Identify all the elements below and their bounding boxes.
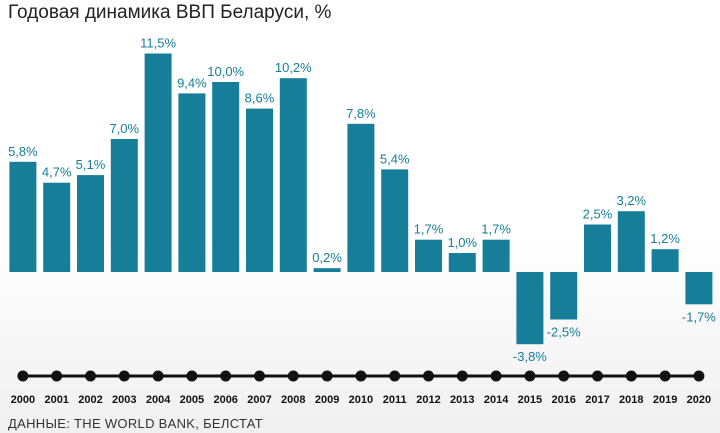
timeline-dot-2003 [118,370,130,382]
timeline-dot-2015 [524,370,536,382]
value-label-2000: 5,8% [8,144,38,159]
timeline-dot-2019 [659,370,671,382]
year-label-2017: 2017 [585,394,609,406]
year-label-2020: 2020 [687,394,711,406]
bar-2001 [43,182,71,272]
year-label-2005: 2005 [180,394,204,406]
timeline-dot-2017 [592,370,603,382]
value-label-2004: 11,5% [140,36,176,51]
bar-2007 [246,108,273,272]
timeline-dot-2000 [17,370,29,382]
timeline-dot-2010 [355,370,367,382]
timeline-dot-2020 [693,370,705,382]
bar-2012 [415,239,442,272]
year-label-2019: 2019 [653,394,677,406]
source-note: ДАННЫЕ: THE WORLD BANK, БЕЛСТАТ [8,416,263,431]
year-label-2011: 2011 [383,394,407,406]
value-label-2006: 10,0% [207,64,244,79]
bar-2009 [313,268,341,272]
bar-2014 [482,239,510,272]
bar-2015 [516,272,544,345]
bar-2003 [110,139,138,272]
year-label-2006: 2006 [213,394,237,406]
value-label-2003: 7,0% [109,121,139,136]
year-label-2010: 2010 [349,394,373,406]
value-label-2018: 3,2% [616,193,646,208]
timeline-dot-2016 [558,370,570,382]
value-label-2020: -1,7% [682,309,716,324]
timeline-dot-2001 [51,370,63,382]
value-label-2002: 5,1% [76,157,106,172]
value-label-2007: 8,6% [245,91,275,106]
year-label-2016: 2016 [551,394,575,406]
year-label-2002: 2002 [78,394,102,406]
bar-2006 [212,82,240,272]
year-label-2008: 2008 [281,394,305,406]
bar-2016 [550,272,578,320]
bar-2010 [347,123,375,272]
timeline-dot-2018 [625,370,637,382]
value-label-2016: -2,5% [547,325,581,340]
bar-2008 [279,78,307,272]
year-label-2015: 2015 [518,394,542,406]
year-label-2012: 2012 [416,394,440,406]
year-label-2001: 2001 [44,394,68,406]
value-label-2015: -3,8% [513,349,547,364]
timeline-dot-2002 [85,370,96,382]
value-label-2019: 1,2% [650,231,680,246]
year-label-2009: 2009 [315,394,339,406]
bar-2017 [584,224,611,272]
value-label-2008: 10,2% [275,60,312,75]
timeline-dot-2004 [152,370,164,382]
value-label-2005: 9,4% [177,75,207,90]
timeline-dot-2011 [389,370,401,382]
timeline-dot-2013 [456,370,468,382]
timeline-dot-2006 [220,370,232,382]
year-label-2004: 2004 [146,394,171,406]
bar-2000 [9,161,37,272]
bar-2004 [144,53,172,272]
timeline-dot-2005 [186,370,198,382]
value-label-2009: 0,2% [312,250,342,265]
timeline-dot-2007 [254,370,265,382]
value-label-2013: 1,0% [447,235,477,250]
year-label-2014: 2014 [484,394,509,406]
value-label-2017: 2,5% [583,207,613,222]
timeline-dot-2009 [321,370,333,382]
bar-2013 [448,253,476,272]
bar-2005 [178,93,206,273]
timeline-dot-2014 [490,370,502,382]
bar-2002 [77,175,104,272]
value-label-2001: 4,7% [42,165,72,180]
value-label-2014: 1,7% [481,222,511,237]
timeline-dot-2008 [287,370,299,382]
year-label-2018: 2018 [619,394,643,406]
chart-title: Годовая динамика ВВП Беларуси, % [8,2,332,23]
year-label-2000: 2000 [11,394,35,406]
bar-2011 [381,169,409,272]
bar-2019 [651,249,679,272]
year-label-2007: 2007 [247,394,271,406]
value-label-2012: 1,7% [414,222,444,237]
bar-2020 [685,272,713,305]
value-label-2010: 7,8% [346,106,376,121]
timeline-dot-2012 [423,370,434,382]
value-label-2011: 5,4% [380,151,410,166]
year-label-2013: 2013 [450,394,474,406]
year-label-2003: 2003 [112,394,136,406]
bar-2018 [617,211,645,272]
